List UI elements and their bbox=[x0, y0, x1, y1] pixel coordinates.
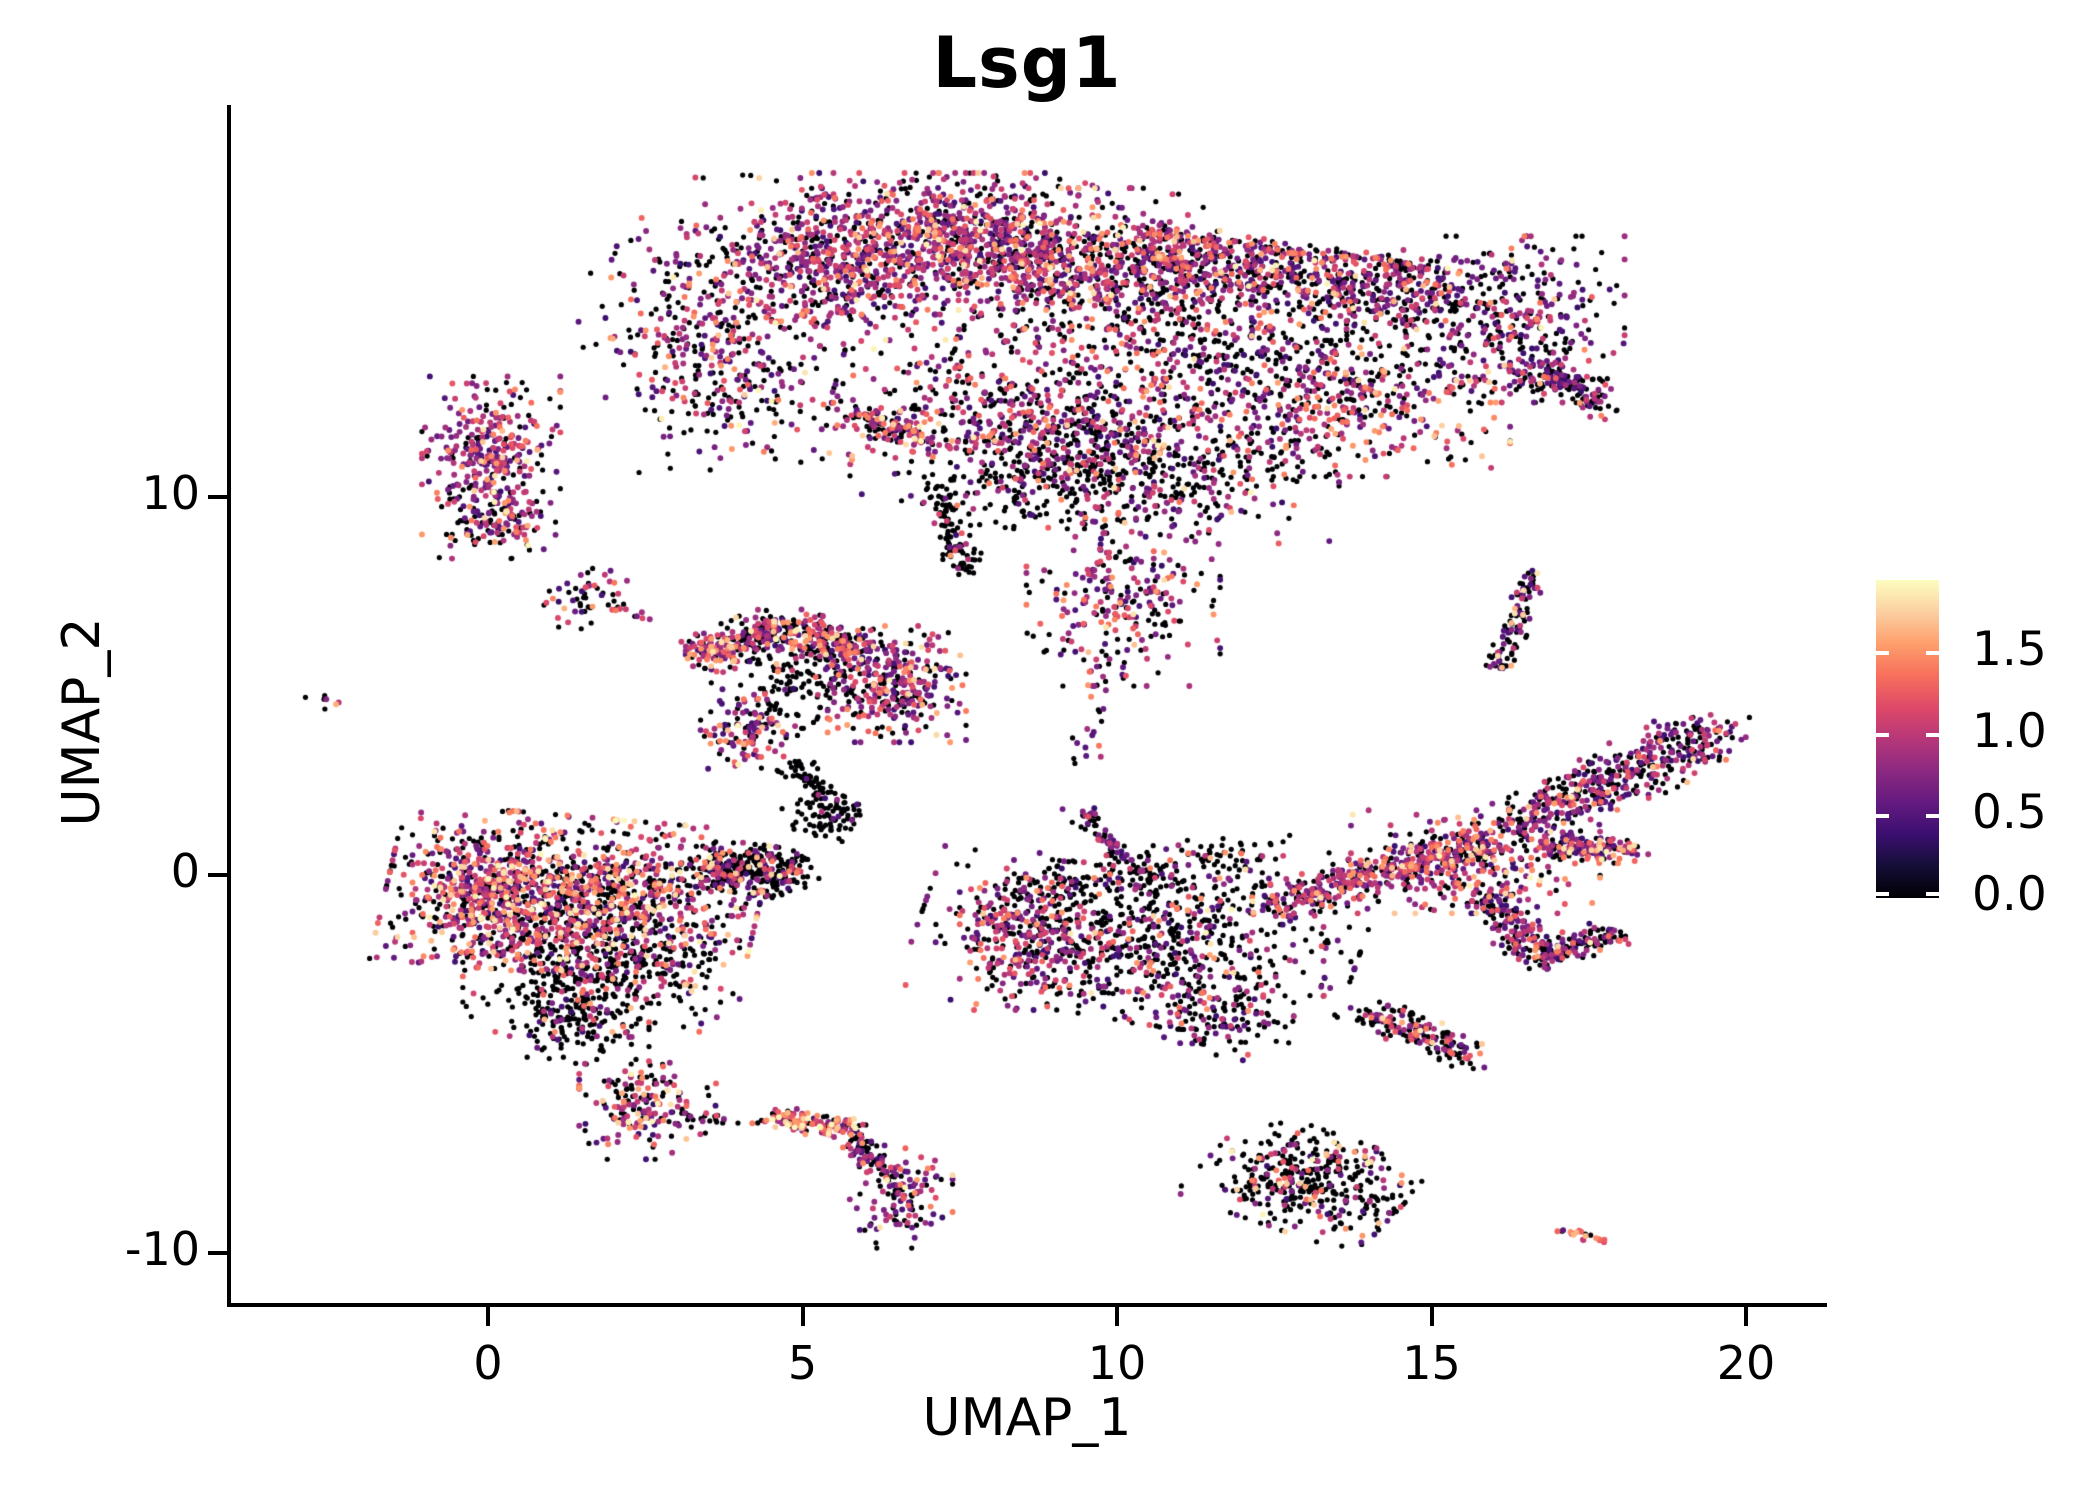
x-axis-label: UMAP_1 bbox=[922, 1388, 1132, 1448]
x-tick-mark bbox=[1429, 1307, 1434, 1326]
x-tick-mark bbox=[1744, 1307, 1748, 1326]
x-tick-label: 10 bbox=[1087, 1336, 1147, 1390]
colorbar-tick-label: 1.0 bbox=[1972, 703, 2047, 759]
expression-colorbar bbox=[1876, 580, 1939, 898]
colorbar-tick-mark bbox=[1876, 732, 1889, 737]
x-tick-label: 15 bbox=[1402, 1336, 1461, 1390]
y-tick-mark bbox=[208, 873, 227, 877]
colorbar-tick-mark bbox=[1926, 814, 1939, 819]
colorbar-tick-mark bbox=[1876, 814, 1889, 819]
x-tick-label: 5 bbox=[787, 1336, 818, 1390]
x-tick-label: 0 bbox=[473, 1336, 503, 1390]
y-axis-line bbox=[227, 105, 231, 1307]
x-tick-mark bbox=[1115, 1307, 1119, 1326]
y-tick-mark bbox=[208, 495, 227, 499]
colorbar-tick-label: 1.5 bbox=[1972, 621, 2047, 677]
y-tick-label: 10 bbox=[141, 466, 200, 520]
colorbar-tick-mark bbox=[1926, 732, 1939, 737]
colorbar-tick-mark bbox=[1876, 892, 1889, 896]
x-tick-mark bbox=[486, 1307, 490, 1326]
x-axis-line bbox=[227, 1303, 1827, 1307]
colorbar-tick-mark bbox=[1926, 892, 1939, 896]
x-tick-label: 20 bbox=[1716, 1336, 1776, 1390]
page-title: Lsg1 bbox=[932, 22, 1122, 104]
colorbar-tick-mark bbox=[1926, 650, 1939, 655]
y-tick-label: 0 bbox=[170, 844, 200, 898]
x-tick-mark bbox=[800, 1307, 805, 1326]
y-axis-label: UMAP_2 bbox=[52, 617, 112, 827]
y-tick-label: -10 bbox=[124, 1222, 200, 1276]
colorbar-tick-label: 0.0 bbox=[1972, 867, 2047, 922]
colorbar-tick-mark bbox=[1876, 650, 1889, 655]
colorbar-tick-label: 0.5 bbox=[1972, 785, 2047, 841]
y-tick-mark bbox=[208, 1251, 227, 1255]
